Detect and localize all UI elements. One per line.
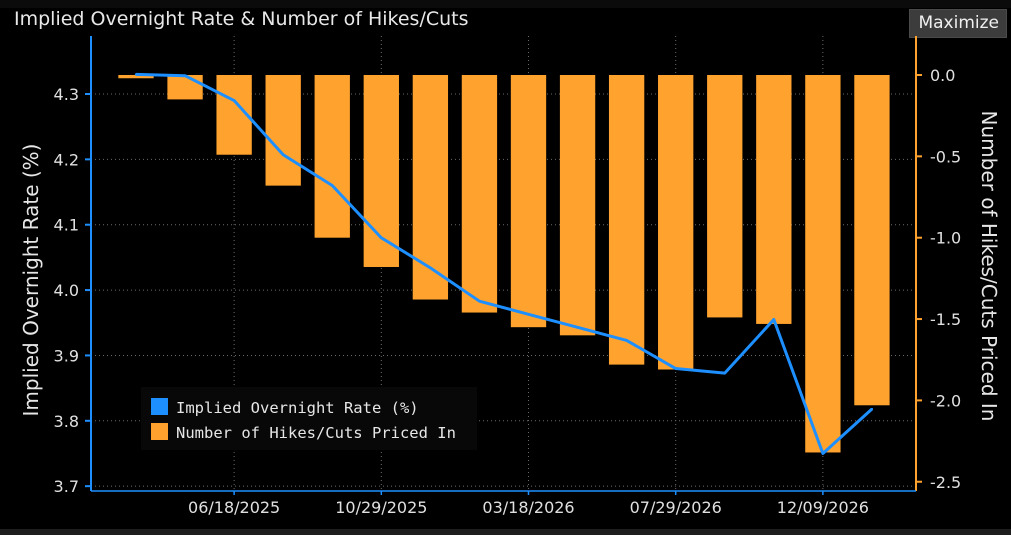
header-bar (0, 0, 1011, 8)
y-right-tick-label: -2.0 (930, 391, 961, 410)
y-right-tick-label: -2.5 (930, 473, 961, 492)
rate-point[interactable] (625, 339, 628, 342)
bar[interactable] (510, 75, 547, 328)
rate-point[interactable] (821, 452, 825, 455)
rate-line[interactable] (135, 72, 873, 455)
rate-point[interactable] (232, 99, 236, 102)
y-left-tick-label: 3.8 (54, 412, 79, 431)
rate-point[interactable] (723, 371, 726, 375)
bar[interactable] (363, 75, 399, 267)
y-right-tick-label: -0.5 (930, 147, 961, 166)
legend-label-hikes: Number of Hikes/Cuts Priced In (176, 424, 456, 442)
bars-group (118, 75, 890, 453)
bar[interactable] (412, 75, 449, 300)
chart-title: Implied Overnight Rate & Number of Hikes… (14, 8, 469, 30)
rate-point[interactable] (429, 266, 432, 270)
bar[interactable] (314, 75, 350, 238)
rate-point[interactable] (478, 299, 481, 303)
bar[interactable] (118, 75, 154, 79)
y-right-tick-label: 0.0 (930, 66, 955, 85)
y-right-tick-label: -1.0 (930, 229, 961, 248)
rate-point[interactable] (331, 184, 334, 187)
y-right-tick-label: -1.5 (930, 310, 961, 329)
bar[interactable] (707, 75, 743, 318)
rate-point[interactable] (183, 74, 187, 77)
y-axis-left-title: Implied Overnight Rate (%) (19, 144, 43, 417)
rate-point[interactable] (527, 313, 530, 316)
y-left-tick-label: 4.2 (54, 150, 79, 169)
bar[interactable] (461, 75, 498, 313)
legend-label-rate: Implied Overnight Rate (%) (176, 399, 419, 417)
legend: Implied Overnight Rate (%) Number of Hik… (141, 387, 477, 450)
bar[interactable] (167, 75, 203, 100)
y-left-tick-label: 4.3 (54, 85, 79, 104)
bar[interactable] (608, 75, 645, 365)
rate-point[interactable] (674, 367, 677, 370)
axes-group: 4.3 4.2 4.1 4.0 3.9 3.8 3.7 0.0 -0.5 -1.0 -1.5 -2.0… (54, 36, 961, 517)
line-group (134, 72, 874, 455)
y-left-tick-label: 3.9 (54, 346, 79, 365)
rate-point[interactable] (380, 236, 383, 239)
bar[interactable] (756, 75, 792, 324)
x-tick-label: 06/18/2025 (188, 498, 280, 517)
x-tick-label: 10/29/2025 (335, 498, 427, 517)
y-axis-right-title: Number of Hikes/Cuts Priced In (977, 111, 1001, 422)
bar[interactable] (559, 75, 596, 336)
y-left-tick-label: 3.7 (54, 477, 79, 496)
rate-point[interactable] (870, 407, 874, 411)
rate-point[interactable] (772, 318, 776, 321)
x-tick-label: 03/18/2026 (482, 498, 574, 517)
legend-swatch-rate (151, 398, 168, 415)
maximize-button[interactable]: Maximize (909, 9, 1007, 38)
y-left-tick-label: 4.1 (54, 216, 79, 235)
y-left-tick-label: 4.0 (54, 281, 79, 300)
rate-point[interactable] (281, 153, 285, 156)
x-tick-label: 12/09/2026 (777, 498, 869, 517)
bottom-bar (0, 529, 1011, 535)
rate-point[interactable] (134, 73, 138, 76)
bar[interactable] (265, 75, 301, 186)
bar[interactable] (854, 75, 890, 406)
x-tick-label: 07/29/2026 (630, 498, 722, 517)
legend-box (141, 387, 477, 450)
bar[interactable] (805, 75, 841, 453)
grid-lines (91, 36, 916, 491)
rate-point[interactable] (576, 326, 579, 329)
legend-swatch-hikes (151, 423, 168, 440)
bar[interactable] (658, 75, 694, 370)
